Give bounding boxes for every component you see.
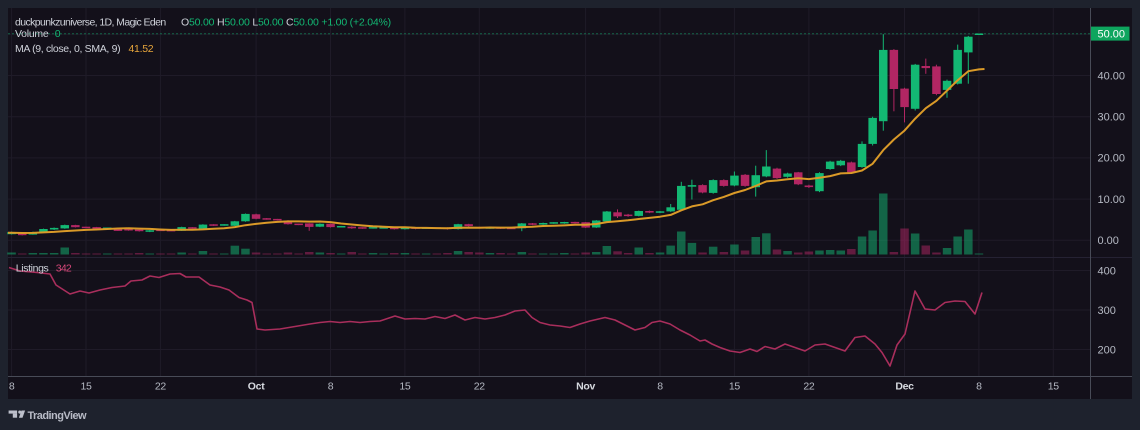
svg-text:15: 15 <box>80 381 92 393</box>
svg-text:O50.00 H50.00 L50.00 C50.00: O50.00 H50.00 L50.00 C50.00 +1.00 (+2.04… <box>181 16 391 28</box>
svg-text:15: 15 <box>729 381 741 393</box>
svg-text:8: 8 <box>9 381 15 393</box>
svg-text:TradingView: TradingView <box>28 410 88 422</box>
svg-text:40.00: 40.00 <box>1098 70 1126 82</box>
svg-text:8: 8 <box>976 381 982 393</box>
svg-text:300: 300 <box>1098 305 1116 317</box>
svg-text:50.00: 50.00 <box>1098 29 1126 41</box>
svg-text:400: 400 <box>1098 265 1116 277</box>
svg-text:15: 15 <box>1048 381 1060 393</box>
svg-text:342: 342 <box>56 262 72 274</box>
svg-text:Listings: Listings <box>16 262 49 274</box>
svg-text:10.00: 10.00 <box>1098 194 1126 206</box>
svg-text:MA (9, close, 0, SMA, 9): MA (9, close, 0, SMA, 9) <box>15 43 120 55</box>
svg-text:30.00: 30.00 <box>1098 111 1126 123</box>
svg-text:8: 8 <box>657 381 663 393</box>
svg-text:15: 15 <box>399 381 411 393</box>
svg-text:41.52: 41.52 <box>129 43 154 55</box>
svg-text:200: 200 <box>1098 344 1116 356</box>
svg-text:Dec: Dec <box>895 381 914 393</box>
svg-text:22: 22 <box>474 381 486 393</box>
svg-text:8: 8 <box>328 381 334 393</box>
svg-text:Nov: Nov <box>576 381 595 393</box>
svg-text:0.00: 0.00 <box>1098 235 1119 247</box>
svg-text:22: 22 <box>803 381 815 393</box>
svg-text:20.00: 20.00 <box>1098 153 1126 165</box>
svg-text:Volume: Volume <box>15 28 49 40</box>
svg-text:0: 0 <box>55 28 61 40</box>
svg-text:Oct: Oct <box>248 381 265 393</box>
svg-text:duckpunkzuniverse, 1D, Magic E: duckpunkzuniverse, 1D, Magic Eden <box>15 16 166 28</box>
svg-text:22: 22 <box>155 381 167 393</box>
